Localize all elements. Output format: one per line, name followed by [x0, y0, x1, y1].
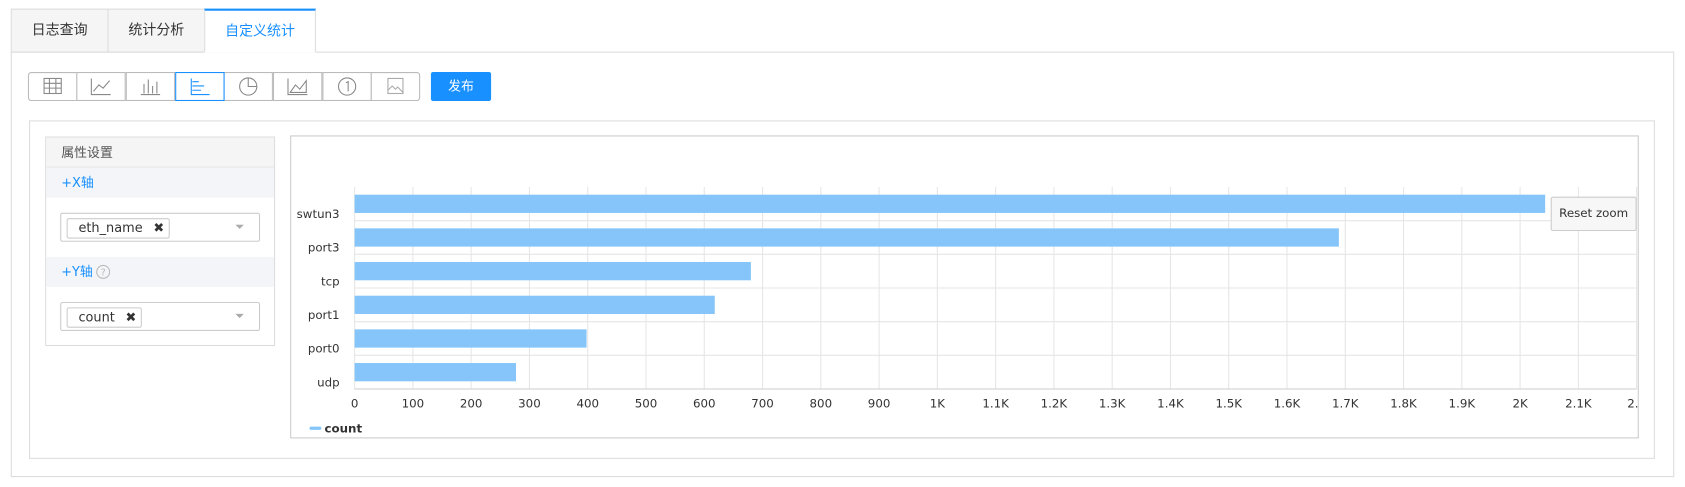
legend-swatch	[309, 426, 322, 430]
bar	[354, 262, 751, 281]
bar	[354, 329, 587, 348]
x-tick-label: 500	[635, 397, 658, 411]
area-icon[interactable]	[272, 71, 323, 102]
tab[interactable]: 日志查询	[10, 8, 109, 53]
y-tick-label: tcp	[321, 274, 340, 288]
x-tick-label: 200	[460, 397, 483, 411]
caret	[235, 224, 244, 229]
x-tick-label: 2K	[1512, 397, 1528, 411]
x-tick-label: 2.1K	[1565, 397, 1592, 411]
chart: 0 100 200 300 400 500 600 700 800 900 1K 1.1K 1.2K 1.…	[297, 186, 1638, 435]
legend-label: count	[325, 421, 363, 435]
x-tick-label: 1.3K	[1099, 397, 1126, 411]
x-tick-label: 1.2K	[1041, 397, 1068, 411]
x-tick-label: 1.6K	[1274, 397, 1301, 411]
x-tick-label: 1.1K	[982, 397, 1009, 411]
remove-icon[interactable]: ✖	[125, 309, 137, 325]
settings-panel	[45, 136, 276, 347]
y-axis-row[interactable]: +Y轴?	[46, 256, 275, 287]
barh-icon[interactable]	[175, 71, 225, 102]
x-tick-label: 0	[351, 397, 359, 411]
panel	[29, 120, 1655, 459]
remove-icon[interactable]: ✖	[153, 220, 165, 236]
publish-button[interactable]: 发布	[430, 71, 492, 102]
y-field: count	[78, 309, 115, 325]
x-tick-label: 400	[576, 397, 599, 411]
bar	[354, 295, 715, 314]
column-icon[interactable]	[125, 71, 176, 102]
bar	[354, 228, 1339, 247]
number-icon[interactable]	[322, 71, 372, 102]
y-tick-label: port0	[308, 342, 340, 356]
reset-zoom-button[interactable]: Reset zoom	[1550, 196, 1637, 232]
x-select[interactable]: eth_name ✖	[60, 212, 261, 242]
x-tick-label: 600	[693, 397, 716, 411]
x-tick-label: 1K	[930, 397, 946, 411]
x-axis-row[interactable]: +X轴	[46, 167, 275, 198]
tab[interactable]: 统计分析	[107, 8, 206, 53]
caret	[235, 313, 244, 319]
x-tick-label: 800	[810, 397, 833, 411]
x-tag: eth_name ✖	[66, 218, 170, 239]
x-tick-label: 1.7K	[1332, 397, 1359, 411]
bar	[354, 363, 517, 382]
x-tick-label: 2.2	[1627, 397, 1637, 411]
help-icon[interactable]: ?	[96, 264, 111, 279]
tab-active[interactable]: 自定义统计	[204, 8, 316, 53]
y-tick-label: udp	[317, 375, 339, 389]
bar	[354, 194, 1546, 213]
x-tick-label: 1.9K	[1449, 397, 1476, 411]
x-field: eth_name	[78, 220, 143, 236]
pie-icon[interactable]	[223, 71, 273, 102]
settings-title: 属性设置	[46, 137, 275, 168]
y-tick-label: port1	[308, 308, 340, 322]
y-select[interactable]: count ✖	[60, 301, 261, 331]
y-tick-label: port3	[308, 241, 340, 255]
x-tick-label: 100	[402, 397, 425, 411]
y-tick-label: swtun3	[297, 207, 340, 221]
x-tick-label: 700	[751, 397, 774, 411]
x-tick-label: 1.8K	[1390, 397, 1417, 411]
table-icon[interactable]	[27, 71, 78, 102]
content	[10, 51, 1675, 478]
y-axis-label: +Y轴	[61, 264, 93, 280]
line-icon[interactable]	[76, 71, 126, 102]
x-tick-label: 1.5K	[1215, 397, 1242, 411]
x-tick-label: 300	[518, 397, 541, 411]
y-tag: count ✖	[66, 307, 142, 328]
x-tick-label: 900	[868, 397, 891, 411]
svg-text:?: ?	[101, 267, 106, 278]
image-icon[interactable]	[370, 71, 421, 102]
chart-box: 0 100 200 300 400 500 600 700 800 900 1K 1.1K 1.2K 1.…	[290, 135, 1639, 439]
x-tick-label: 1.4K	[1157, 397, 1184, 411]
